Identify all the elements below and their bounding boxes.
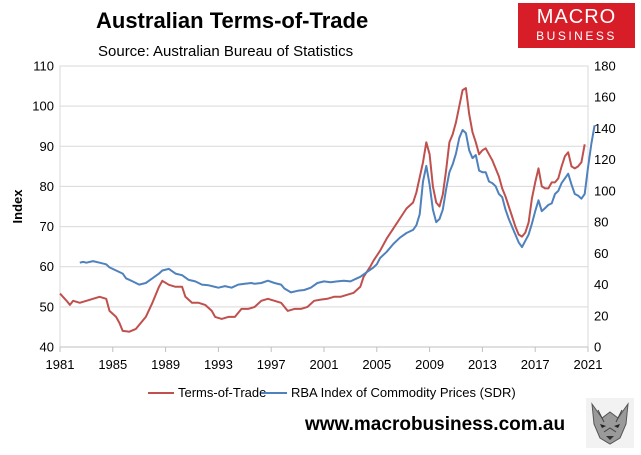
y-left-tick-label: 60 <box>40 259 54 274</box>
y-right-tick-label: 120 <box>594 152 616 167</box>
x-tick-label: 2017 <box>521 357 550 372</box>
y-right-tick-label: 60 <box>594 246 608 261</box>
y-right-tick-label: 180 <box>594 59 616 74</box>
x-tick-label: 2021 <box>574 357 603 372</box>
y-left-tick-label: 50 <box>40 299 54 314</box>
x-tick-label: 2005 <box>362 357 391 372</box>
legend-label: RBA Index of Commodity Prices (SDR) <box>291 385 516 400</box>
x-tick-label: 1985 <box>98 357 127 372</box>
macrobusiness-logo: MACRO BUSINESS <box>518 3 635 48</box>
chart-title: Australian Terms-of-Trade <box>96 8 369 33</box>
y-right-tick-label: 100 <box>594 183 616 198</box>
x-tick-label: 2009 <box>415 357 444 372</box>
legend-label: Terms-of-Trade <box>178 385 266 400</box>
x-tick-label: 1993 <box>204 357 233 372</box>
series-line-rba-commodity-index <box>79 125 596 294</box>
wolf-logo-icon <box>586 398 634 448</box>
series-line-terms-of-trade <box>59 87 586 333</box>
logo-line-1: MACRO <box>536 6 617 28</box>
y-left-tick-label: 40 <box>40 340 54 355</box>
y-right-tick-label: 80 <box>594 215 608 230</box>
y-right-tick-label: 0 <box>594 340 601 355</box>
y-right-tick-label: 160 <box>594 90 616 105</box>
y-axis-title: Index <box>10 189 25 224</box>
y-left-tick-label: 100 <box>32 99 54 114</box>
logo-line-2: BUSINESS <box>536 29 617 43</box>
y-right-tick-label: 140 <box>594 121 616 136</box>
x-tick-label: 2001 <box>310 357 339 372</box>
x-tick-label: 1989 <box>151 357 180 372</box>
y-left-tick-label: 110 <box>33 59 54 74</box>
x-tick-label: 2013 <box>468 357 497 372</box>
chart-subtitle: Source: Australian Bureau of Statistics <box>98 43 354 60</box>
website-url: www.macrobusiness.com.au <box>305 414 566 435</box>
y-right-tick-label: 20 <box>594 308 608 323</box>
y-right-tick-label: 40 <box>594 277 608 292</box>
y-left-tick-label: 70 <box>40 219 54 234</box>
y-left-tick-label: 80 <box>40 179 54 194</box>
y-left-tick-label: 90 <box>40 139 54 154</box>
x-tick-label: 1981 <box>46 357 75 372</box>
x-tick-label: 1997 <box>257 357 286 372</box>
